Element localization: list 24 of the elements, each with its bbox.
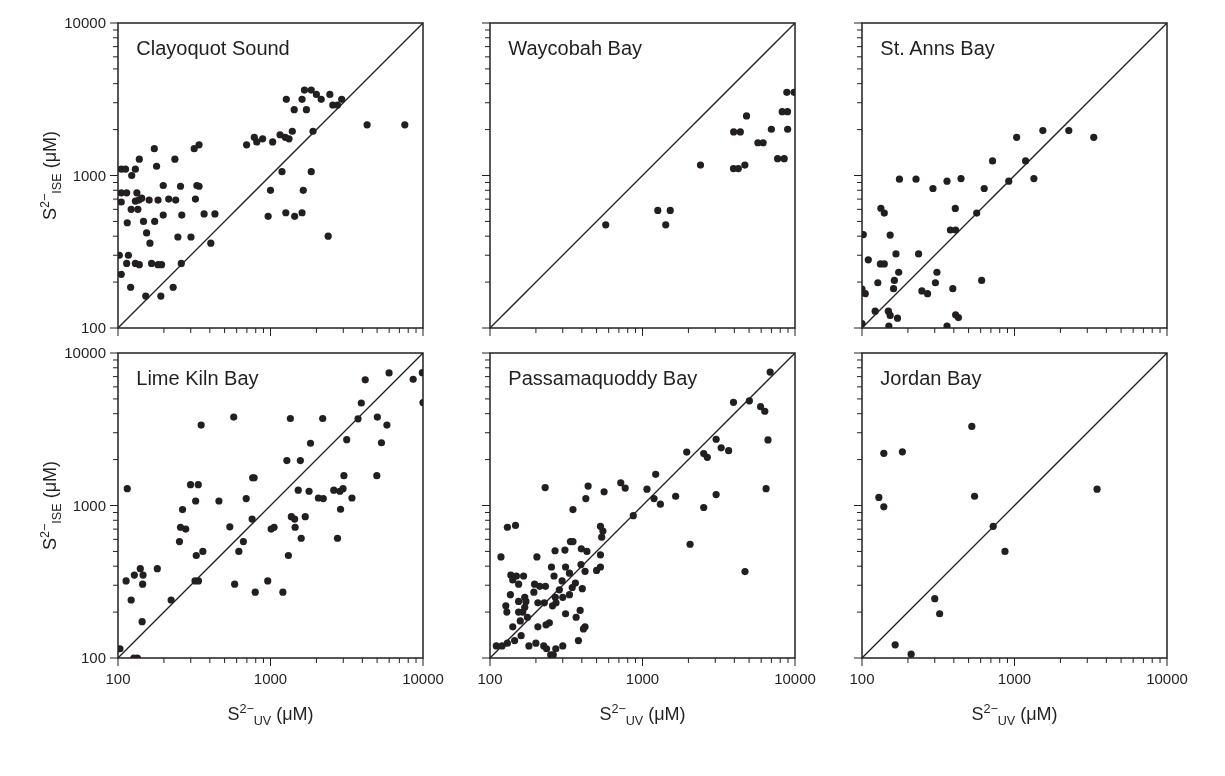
x-tick-label: 1000	[997, 670, 1032, 687]
text: Jordan Bay	[880, 367, 982, 389]
y-tick-label: 1000	[72, 166, 106, 184]
x-tick-label: 10000	[402, 670, 444, 687]
x-axis-title: S$^{2−}$$_{UV}$ (μM)	[971, 701, 1058, 729]
y-tick-label: 100	[80, 319, 106, 336]
text: St. Anns Bay	[880, 37, 995, 59]
x-tick-label: 10000	[1146, 670, 1188, 687]
x-axis-title: S$^{2−}$$_{UV}$ (μM)	[599, 701, 686, 729]
x-tick-label: 1000	[253, 670, 288, 687]
y-tick-label: 10000	[64, 344, 106, 361]
x-tick-label: 100	[105, 670, 131, 687]
x-tick-label: 100	[477, 670, 503, 687]
x-tick-label: 100	[849, 670, 875, 687]
y-tick-label: 100	[80, 649, 106, 666]
x-tick-label: 10000	[774, 670, 816, 687]
text: Passamaquoddy Bay	[508, 367, 698, 389]
y-tick-label: 10000	[64, 14, 106, 31]
x-tick-label: 1000	[625, 670, 660, 687]
text: Lime Kiln Bay	[136, 367, 259, 389]
text: Waycobah Bay	[508, 37, 643, 59]
text: Clayoquot Sound	[136, 37, 290, 59]
y-tick-label: 1000	[72, 496, 106, 514]
x-axis-title: S$^{2−}$$_{UV}$ (μM)	[227, 701, 314, 729]
